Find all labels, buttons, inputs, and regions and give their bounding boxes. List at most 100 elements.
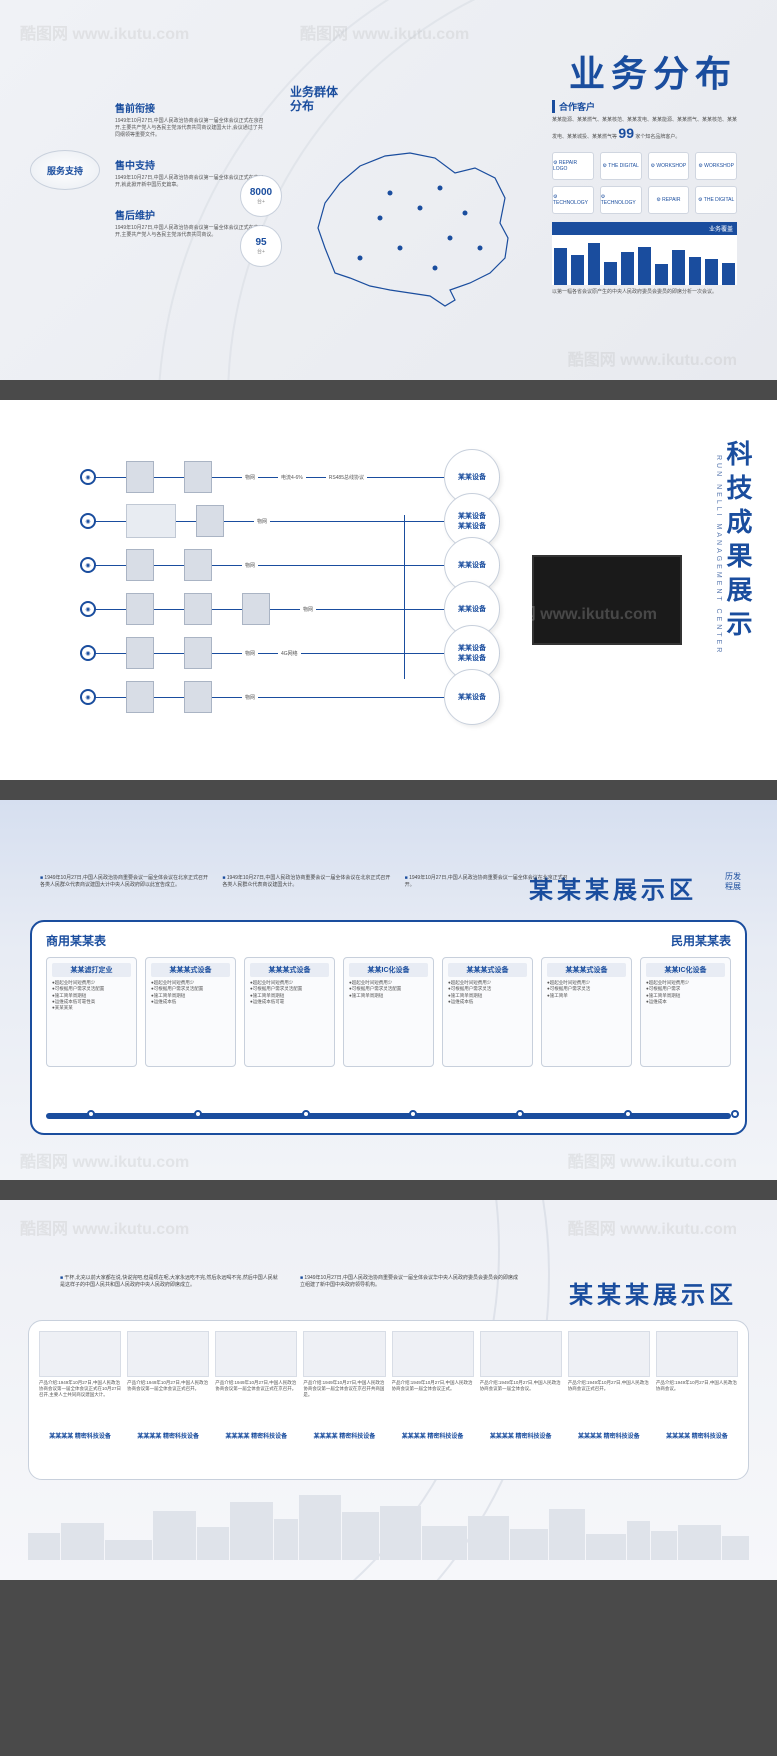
card-text: ●超起业时间短费用少 ●可根据用户需求灵活配置 ●施工简单周期短 ●运维成本低	[151, 980, 230, 1005]
product-text: 产品介绍:1949年10月27日,中国人民政治协商会议正式召开。	[568, 1380, 650, 1428]
map-area: 业务群体 分布	[290, 85, 550, 305]
product-image-placeholder	[215, 1331, 297, 1377]
stat-circle: 8000 台+	[240, 175, 282, 217]
chart-bar	[604, 262, 617, 285]
building-silhouette	[651, 1531, 677, 1560]
product-card: 产品介绍:1949年10月27日,中国人民政治协商会议第一届全体会议正式在10月…	[39, 1331, 121, 1440]
timeline-dot	[624, 1110, 632, 1118]
product-caption: 某某某某 精密科技设备	[392, 1431, 474, 1440]
building-silhouette	[342, 1512, 379, 1560]
watermark: 酷图网 www.ikutu.com	[20, 1148, 189, 1172]
product-card: 某某滤打定业 ●超起业时间短费用少 ●可根据用户需求灵活配置 ●施工简单周期短 …	[46, 957, 137, 1067]
china-map-icon	[290, 118, 530, 313]
product-card: 产品介绍:1949年10月27日,中国人民政治协商会议第一届全体会议正式召开。 …	[127, 1331, 209, 1440]
card-title: 某某某式设备	[547, 963, 626, 977]
stat-number: 95	[255, 237, 266, 248]
flow-row: ◉物网某某设备 某某设备	[80, 499, 500, 543]
partner-logo: ⚙ TECHNOLOGY	[600, 186, 642, 214]
chart-bar	[571, 255, 584, 285]
product-caption: 某某某某 精密科技设备	[480, 1431, 562, 1440]
product-text: 产品介绍:1949年10月27日,中国人民政治协商会议第一届全体会议正式在10月…	[39, 1380, 121, 1428]
flow-label: RS485总线协议	[326, 474, 367, 481]
intro-row: 干杯,北充以前大家都在说,快说完吧,但是现在呢,大家永远吃不完,然后永远喝不完,…	[60, 1275, 520, 1289]
flow-label: 4G网络	[278, 650, 301, 657]
card-text: ●超起业时间短费用少 ●可根据用户需求 ●施工简单周期短 ●运维成本	[646, 980, 725, 1005]
chart-bars	[552, 235, 737, 285]
product-image-placeholder	[392, 1331, 474, 1377]
flow-node-icon: ◉	[80, 689, 96, 705]
partner-logo: ⚙ WORKSHOP	[648, 152, 690, 180]
card-title: 某某IC化设备	[646, 963, 725, 977]
chart-bar	[621, 252, 634, 284]
right-column: 合作客户 某某能源、某某燃气、某某核范、某某发电、某某能源、某某燃气、某某核范、…	[552, 100, 737, 295]
timeline-dot	[409, 1110, 417, 1118]
card-text: ●超起业时间短费用少 ●可根据用户需求灵活 ●施工简单周期短 ●运维成本低	[448, 980, 527, 1005]
partners-header: 合作客户	[552, 100, 737, 113]
board-right-title: 民用某某表	[671, 932, 731, 949]
card-text: ●超起业时间短费用少 ●可根据用户需求灵活配置 ●施工简单周期短 ●运维成本低可…	[52, 980, 131, 1011]
partner-logo: ⚙ THE DIGITAL	[695, 186, 737, 214]
flow-row: ◉物网电流4-6%RS485总线协议某某设备	[80, 455, 500, 499]
product-caption: 某某某某 精密科技设备	[39, 1431, 121, 1440]
device-icon	[184, 637, 212, 669]
building-silhouette	[586, 1534, 626, 1560]
timeline-dot	[194, 1110, 202, 1118]
panel3-subright: 历发 程展	[725, 872, 741, 893]
service-item: 售前衔接 1949年10月27日,中国人民政治协商会议第一届全体会议正式在京召开…	[115, 100, 265, 139]
product-caption: 某某某某 精密科技设备	[568, 1431, 650, 1440]
building-silhouette	[380, 1506, 421, 1560]
display-board: 商用某某表 民用某某表 某某滤打定业 ●超起业时间短费用少 ●可根据用户需求灵活…	[30, 920, 747, 1135]
building-silhouette	[197, 1527, 229, 1560]
card-text: ●超起业时间短费用少 ●可根据用户需求灵活配置 ●施工简单周期短	[349, 980, 428, 999]
card-title: 某某某式设备	[448, 963, 527, 977]
flow-row: ◉物网某某设备	[80, 587, 500, 631]
building-silhouette	[627, 1521, 650, 1560]
device-icon	[126, 461, 154, 493]
chart-bar	[588, 243, 601, 284]
card-title: 某某某式设备	[250, 963, 329, 977]
product-card: 产品介绍:1949年10月27日,中国人民政治协商会议第一届全体会议正式在京召开…	[215, 1331, 297, 1440]
product-image-placeholder	[480, 1331, 562, 1377]
baseline-bar	[46, 1113, 731, 1119]
chart-bar	[705, 259, 718, 284]
card-text: ●超起业时间短费用少 ●可根据用户需求灵活 ●施工简单	[547, 980, 626, 999]
product-text: 产品介绍:1949年10月27日,中国人民政治协商会议第一届全体会议。	[480, 1380, 562, 1428]
building-silhouette	[549, 1509, 585, 1560]
intro-text: 1949年10月27日,中国人民政治协商重要会议一届全体会议在北京正式召开。	[405, 875, 577, 889]
intro-text: 1949年10月27日,中国人民政治协商重要会议一届全体会议在北京正式召开各类人…	[40, 875, 212, 889]
device-icon	[126, 681, 154, 713]
panel4-title: 某某某展示区	[569, 1275, 737, 1310]
watermark: 酷图网 www.ikutu.com	[20, 20, 189, 44]
bar-chart: 业务覆盖 以第一幅各省会议原产生的中央人民政府委员会委员的即席分析一次会议。	[552, 222, 737, 296]
service-text: 1949年10月27日,中国人民政治协商会议第一届全体会议正式在京召开,主要共产…	[115, 118, 265, 139]
panel-showcase-area-1: 某某某展示区 历发 程展 1949年10月27日,中国人民政治协商重要会议一届全…	[0, 800, 777, 1180]
watermark: 酷图网 www.ikutu.com	[568, 1215, 737, 1239]
device-icon	[242, 593, 270, 625]
chart-bar	[655, 264, 668, 285]
stat-unit: 台+	[257, 198, 265, 205]
building-silhouette	[105, 1540, 152, 1560]
partner-logo: ⚙ WORKSHOP	[695, 152, 737, 180]
timeline-dot	[516, 1110, 524, 1118]
building-silhouette	[274, 1519, 298, 1560]
product-text: 产品介绍:1949年10月27日,中国人民政治协商会议。	[656, 1380, 738, 1428]
flow-row: ◉物网某某设备	[80, 675, 500, 719]
product-card: 某某某式设备 ●超起业时间短费用少 ●可根据用户需求灵活 ●施工简单	[541, 957, 632, 1067]
card-title: 某某IC化设备	[349, 963, 428, 977]
flow-label: 物网	[242, 474, 258, 481]
device-icon	[184, 461, 212, 493]
product-text: 产品介绍:1949年10月27日,中国人民政治协商会议第一届全体会议正式在京召开…	[215, 1380, 297, 1428]
panel-business-distribution: 业务分布 服务支持 售前衔接 1949年10月27日,中国人民政治协商会议第一届…	[0, 0, 777, 380]
product-image-placeholder	[39, 1331, 121, 1377]
partners-text: 某某能源、某某燃气、某某核范、某某发电、某某能源、某某燃气、某某核范、某某发电、…	[552, 117, 737, 144]
stats-circles: 8000 台+ 95 台+	[240, 175, 282, 275]
product-card: 某某IC化设备 ●超起业时间短费用少 ●可根据用户需求 ●施工简单周期短 ●运维…	[640, 957, 731, 1067]
product-image-placeholder	[127, 1331, 209, 1377]
chart-bar	[689, 257, 702, 285]
flow-node-icon: ◉	[80, 601, 96, 617]
device-icon	[126, 593, 154, 625]
chart-bar	[722, 263, 735, 285]
display-screen	[532, 555, 682, 645]
product-card: 某某某式设备 ●超起业时间短费用少 ●可根据用户需求灵活配置 ●施工简单周期短 …	[244, 957, 335, 1067]
service-badge: 服务支持	[30, 150, 100, 190]
